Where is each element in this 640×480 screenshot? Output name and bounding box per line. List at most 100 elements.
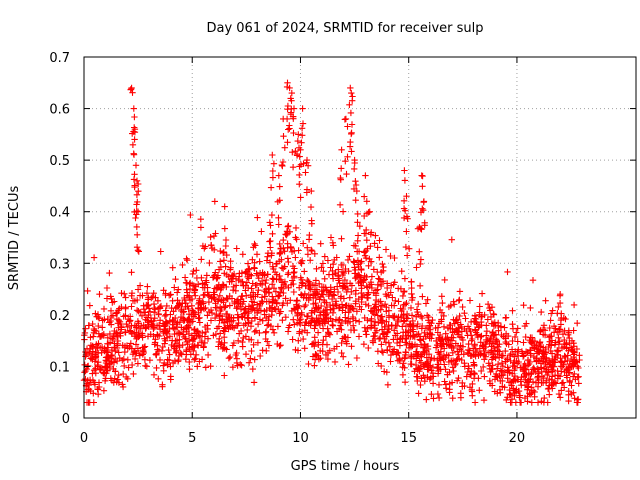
data-point: [347, 84, 354, 92]
data-point: [526, 346, 534, 354]
data-point: [371, 335, 379, 343]
data-point: [421, 341, 428, 349]
data-point: [365, 262, 372, 269]
data-point: [394, 330, 401, 337]
data-point: [235, 337, 242, 344]
data-point: [376, 237, 383, 244]
data-point: [417, 351, 424, 359]
data-point: [90, 390, 97, 397]
data-point: [459, 343, 467, 350]
data-point: [276, 250, 283, 258]
data-point: [293, 297, 300, 305]
data-point: [402, 349, 410, 356]
data-point: [298, 309, 305, 316]
data-point: [252, 282, 259, 289]
data-point: [120, 355, 127, 363]
data-point: [340, 269, 348, 277]
data-point: [370, 266, 377, 273]
data-point: [525, 376, 532, 383]
data-point: [292, 224, 300, 232]
data-point: [150, 300, 158, 308]
data-point: [363, 226, 370, 234]
data-point: [300, 160, 307, 167]
data-point: [282, 231, 289, 238]
data-point: [310, 340, 317, 347]
data-point: [504, 268, 511, 276]
data-point: [495, 319, 502, 327]
data-point: [511, 392, 518, 399]
data-point: [272, 306, 279, 313]
data-point: [394, 318, 402, 325]
data-point: [169, 316, 176, 324]
data-point: [131, 129, 139, 136]
data-point: [245, 284, 252, 292]
data-point: [191, 344, 198, 351]
data-point: [186, 366, 193, 373]
data-point: [510, 377, 517, 384]
data-point: [514, 325, 521, 332]
data-point: [391, 346, 398, 353]
data-point: [352, 197, 359, 204]
data-point: [434, 329, 441, 336]
data-point: [408, 361, 415, 368]
data-point: [352, 266, 359, 274]
data-point: [253, 270, 260, 277]
data-point: [311, 282, 319, 289]
data-point: [195, 332, 202, 339]
data-point: [490, 344, 498, 352]
data-point: [447, 325, 454, 333]
data-point: [430, 373, 437, 380]
data-point: [400, 360, 407, 367]
data-point: [378, 341, 385, 348]
data-point: [573, 345, 581, 353]
data-point: [159, 383, 166, 390]
data-point: [230, 339, 238, 347]
x-tick-label: 20: [509, 431, 526, 446]
data-point: [95, 340, 102, 347]
data-point: [299, 257, 306, 264]
data-point: [367, 243, 374, 250]
data-point: [227, 266, 234, 273]
data-point: [131, 136, 138, 143]
data-point: [295, 247, 302, 254]
data-point: [148, 318, 155, 325]
data-point: [416, 224, 423, 231]
data-point: [131, 355, 139, 363]
data-point: [176, 330, 183, 337]
data-point: [180, 308, 188, 315]
data-point: [289, 336, 296, 343]
data-point: [331, 358, 339, 366]
data-point: [240, 282, 247, 289]
data-point: [100, 305, 108, 313]
data-point: [346, 294, 353, 301]
data-point: [241, 306, 248, 313]
data-point: [220, 248, 227, 256]
data-point: [266, 219, 273, 226]
data-point: [267, 222, 274, 229]
data-point: [346, 306, 354, 314]
data-point: [269, 230, 276, 237]
data-point: [549, 307, 556, 314]
data-point: [245, 308, 252, 315]
data-point: [128, 345, 135, 352]
data-point: [338, 235, 345, 242]
data-point: [414, 320, 421, 328]
data-point: [279, 162, 286, 170]
data-point: [297, 274, 304, 281]
data-point: [294, 312, 301, 319]
data-point: [497, 367, 505, 374]
data-point: [322, 311, 330, 318]
data-point: [314, 329, 322, 336]
data-point: [319, 348, 326, 355]
data-point: [337, 176, 344, 183]
data-point: [286, 84, 293, 92]
data-point: [565, 397, 572, 405]
data-point: [389, 313, 397, 320]
data-point: [319, 260, 327, 267]
data-point: [255, 287, 262, 294]
data-point: [408, 341, 416, 348]
data-point: [150, 290, 157, 297]
data-point: [540, 322, 548, 329]
data-point: [535, 370, 543, 377]
data-point: [455, 297, 463, 304]
